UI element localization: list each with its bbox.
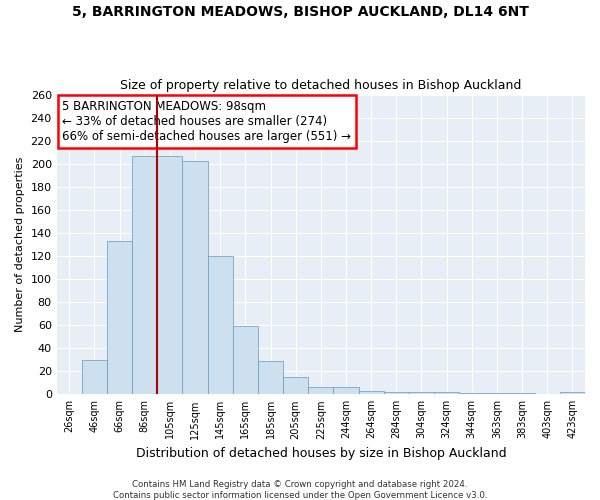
Bar — [82, 360, 107, 394]
Bar — [132, 156, 157, 394]
Y-axis label: Number of detached properties: Number of detached properties — [15, 156, 25, 332]
Bar — [208, 256, 233, 394]
Bar — [484, 393, 509, 394]
Bar — [459, 393, 484, 394]
Bar — [258, 361, 283, 394]
Bar — [560, 392, 585, 394]
Text: 5, BARRINGTON MEADOWS, BISHOP AUCKLAND, DL14 6NT: 5, BARRINGTON MEADOWS, BISHOP AUCKLAND, … — [71, 5, 529, 19]
Text: 5 BARRINGTON MEADOWS: 98sqm
← 33% of detached houses are smaller (274)
66% of se: 5 BARRINGTON MEADOWS: 98sqm ← 33% of det… — [62, 100, 351, 143]
Text: Contains HM Land Registry data © Crown copyright and database right 2024.
Contai: Contains HM Land Registry data © Crown c… — [113, 480, 487, 500]
Bar — [509, 393, 535, 394]
Bar — [308, 388, 334, 394]
Bar — [334, 388, 359, 394]
Bar — [359, 391, 384, 394]
Title: Size of property relative to detached houses in Bishop Auckland: Size of property relative to detached ho… — [120, 79, 521, 92]
Bar — [283, 377, 308, 394]
Bar — [182, 162, 208, 394]
Bar — [409, 392, 434, 394]
X-axis label: Distribution of detached houses by size in Bishop Auckland: Distribution of detached houses by size … — [136, 447, 506, 460]
Bar — [233, 326, 258, 394]
Bar — [157, 156, 182, 394]
Bar — [107, 241, 132, 394]
Bar — [434, 392, 459, 394]
Bar — [384, 392, 409, 394]
